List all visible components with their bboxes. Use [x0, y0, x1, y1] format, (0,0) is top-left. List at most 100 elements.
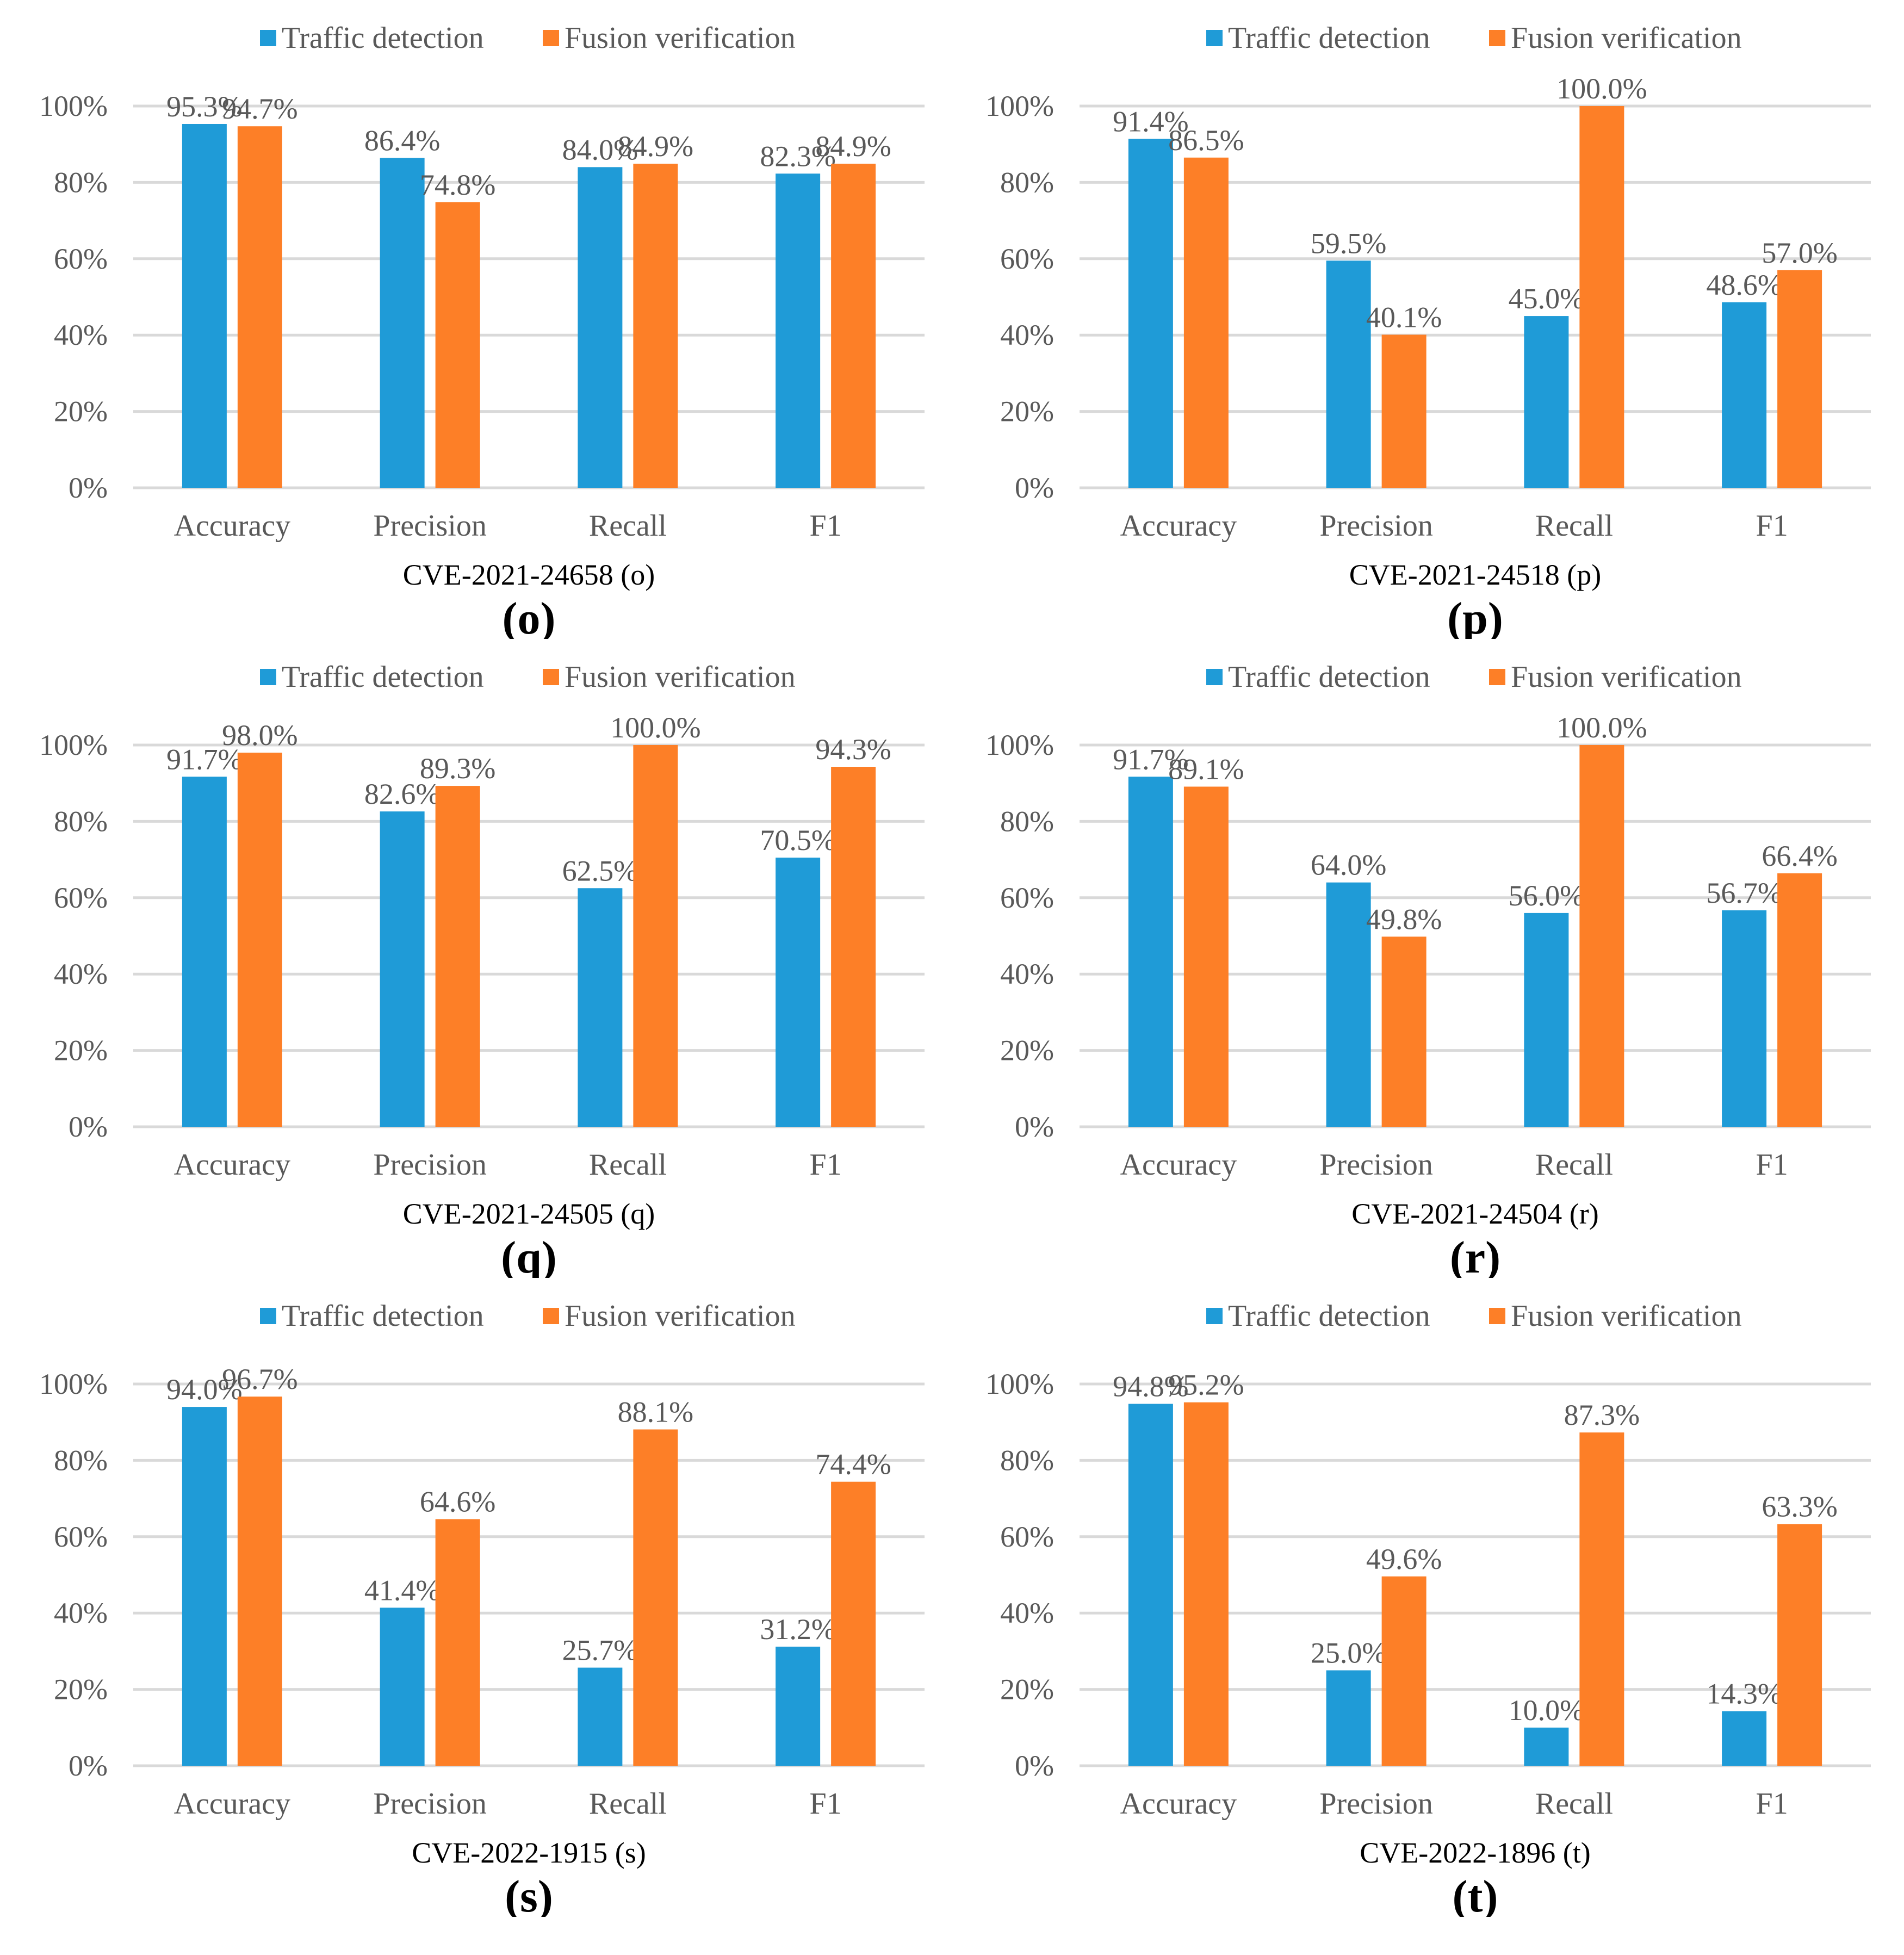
bar-fusion-precision — [435, 786, 480, 1127]
value-label-fusion-f1: 63.3% — [1762, 1491, 1837, 1523]
panel-letter: (r) — [1450, 1232, 1500, 1278]
legend-swatch-traffic — [1206, 669, 1223, 685]
x-axis-title: CVE-2022-1915 (s) — [412, 1836, 646, 1869]
y-tick-label: 100% — [985, 729, 1054, 761]
value-label-fusion-precision: 74.8% — [420, 169, 495, 201]
y-tick-label: 60% — [1000, 243, 1054, 275]
legend-swatch-fusion — [1489, 30, 1505, 46]
chart-svg: 0% 20% 40% 60% 80% 100% Traffic detection Fusio… — [985, 1299, 1871, 1917]
chart-panel-s: 0% 20% 40% 60% 80% 100% Traffic detection Fusio… — [0, 1278, 952, 1917]
legend-swatch-traffic — [1206, 1308, 1223, 1324]
x-category-label: Recall — [1535, 1787, 1613, 1821]
legend-swatch-fusion — [543, 30, 559, 46]
bar-traffic-recall — [578, 167, 623, 488]
value-label-traffic-accuracy: 91.7% — [166, 743, 242, 775]
panel-letter: (o) — [503, 593, 556, 639]
chart-panel-q: 0% 20% 40% 60% 80% 100% Traffic detection Fusio… — [0, 639, 952, 1278]
chart-svg: 0% 20% 40% 60% 80% 100% Traffic detection Fusio… — [39, 1299, 925, 1917]
bar-traffic-recall — [1524, 913, 1569, 1127]
value-label-traffic-recall: 62.5% — [562, 854, 638, 887]
y-tick-label: 0% — [69, 1749, 108, 1782]
y-tick-label: 40% — [54, 319, 108, 351]
x-category-label: Accuracy — [174, 509, 291, 543]
legend-label-traffic: Traffic detection — [1228, 1299, 1430, 1333]
value-label-traffic-precision: 59.5% — [1311, 227, 1386, 259]
y-tick-label: 0% — [1015, 1749, 1054, 1782]
x-category-label: Accuracy — [1120, 1787, 1237, 1821]
value-label-fusion-accuracy: 94.7% — [222, 92, 297, 125]
x-category-label: Recall — [589, 1148, 667, 1182]
bar-traffic-precision — [1326, 882, 1371, 1127]
bar-fusion-precision — [435, 1519, 480, 1766]
value-label-fusion-accuracy: 98.0% — [222, 719, 297, 752]
x-category-label: Accuracy — [1120, 509, 1237, 543]
value-label-traffic-accuracy: 95.3% — [166, 90, 242, 123]
bar-traffic-precision — [1326, 1670, 1371, 1766]
x-category-label: F1 — [810, 509, 842, 543]
y-tick-label: 100% — [39, 1368, 108, 1400]
y-tick-label: 100% — [39, 729, 108, 761]
x-category-label: Precision — [1319, 509, 1432, 543]
bar-fusion-recall — [633, 164, 678, 488]
legend-swatch-traffic — [260, 1308, 276, 1324]
x-axis-title: CVE-2021-24505 (q) — [403, 1197, 655, 1230]
value-label-traffic-f1: 82.3% — [760, 140, 835, 172]
legend-swatch-fusion — [1489, 669, 1505, 685]
legend-swatch-traffic — [260, 30, 276, 46]
x-category-label: F1 — [1756, 1787, 1788, 1821]
x-axis-title: CVE-2021-24658 (o) — [403, 558, 655, 591]
legend-label-fusion: Fusion verification — [565, 660, 796, 694]
bar-traffic-accuracy — [1128, 777, 1173, 1127]
chart-panel-p: 0% 20% 40% 60% 80% 100% Traffic detection Fusio… — [946, 0, 1898, 639]
value-label-traffic-recall: 25.7% — [562, 1634, 638, 1667]
y-tick-label: 40% — [54, 958, 108, 990]
value-label-fusion-f1: 66.4% — [1762, 840, 1837, 872]
y-tick-label: 20% — [1000, 395, 1054, 428]
value-label-fusion-recall: 100.0% — [1556, 72, 1647, 105]
bar-traffic-precision — [1326, 260, 1371, 488]
y-tick-label: 80% — [54, 166, 108, 198]
x-category-label: Recall — [589, 509, 667, 543]
x-axis-title: CVE-2021-24504 (r) — [1351, 1197, 1598, 1230]
y-tick-label: 80% — [1000, 805, 1054, 837]
x-category-label: F1 — [810, 1787, 842, 1821]
bar-fusion-f1 — [831, 1481, 876, 1766]
value-label-traffic-recall: 45.0% — [1509, 282, 1584, 315]
value-label-traffic-accuracy: 94.8% — [1113, 1370, 1188, 1403]
legend-label-traffic: Traffic detection — [282, 660, 484, 694]
value-label-traffic-precision: 41.4% — [364, 1574, 440, 1606]
bar-fusion-recall — [633, 745, 678, 1127]
x-category-label: F1 — [810, 1148, 842, 1182]
bar-fusion-precision — [1381, 936, 1427, 1127]
y-tick-label: 100% — [985, 90, 1054, 122]
value-label-fusion-precision: 49.8% — [1366, 903, 1442, 935]
y-tick-label: 20% — [54, 1673, 108, 1706]
bar-fusion-f1 — [831, 767, 876, 1127]
value-label-fusion-f1: 84.9% — [815, 130, 891, 163]
legend-label-fusion: Fusion verification — [565, 1299, 796, 1333]
legend-swatch-fusion — [543, 669, 559, 685]
y-tick-label: 0% — [69, 1110, 108, 1143]
x-category-label: Precision — [373, 1787, 486, 1821]
legend-swatch-traffic — [1206, 30, 1223, 46]
legend-label-fusion: Fusion verification — [1511, 21, 1742, 55]
legend-label-fusion: Fusion verification — [1511, 660, 1742, 694]
y-tick-label: 80% — [54, 805, 108, 837]
bar-traffic-accuracy — [182, 123, 227, 488]
value-label-fusion-recall: 88.1% — [618, 1396, 693, 1429]
bar-traffic-accuracy — [1128, 1404, 1173, 1766]
bar-fusion-f1 — [1777, 873, 1822, 1127]
y-tick-label: 20% — [1000, 1034, 1054, 1067]
bar-fusion-recall — [633, 1429, 678, 1766]
value-label-fusion-recall: 84.9% — [618, 130, 693, 163]
bar-traffic-accuracy — [182, 1407, 227, 1766]
legend-label-fusion: Fusion verification — [1511, 1299, 1742, 1333]
bar-traffic-recall — [578, 1667, 623, 1766]
bar-traffic-accuracy — [1128, 139, 1173, 488]
value-label-fusion-recall: 100.0% — [610, 711, 700, 744]
x-category-label: Precision — [1319, 1148, 1432, 1182]
bar-traffic-f1 — [776, 1646, 821, 1766]
x-category-label: Recall — [589, 1787, 667, 1821]
y-tick-label: 0% — [1015, 471, 1054, 504]
value-label-fusion-f1: 94.3% — [815, 733, 891, 766]
